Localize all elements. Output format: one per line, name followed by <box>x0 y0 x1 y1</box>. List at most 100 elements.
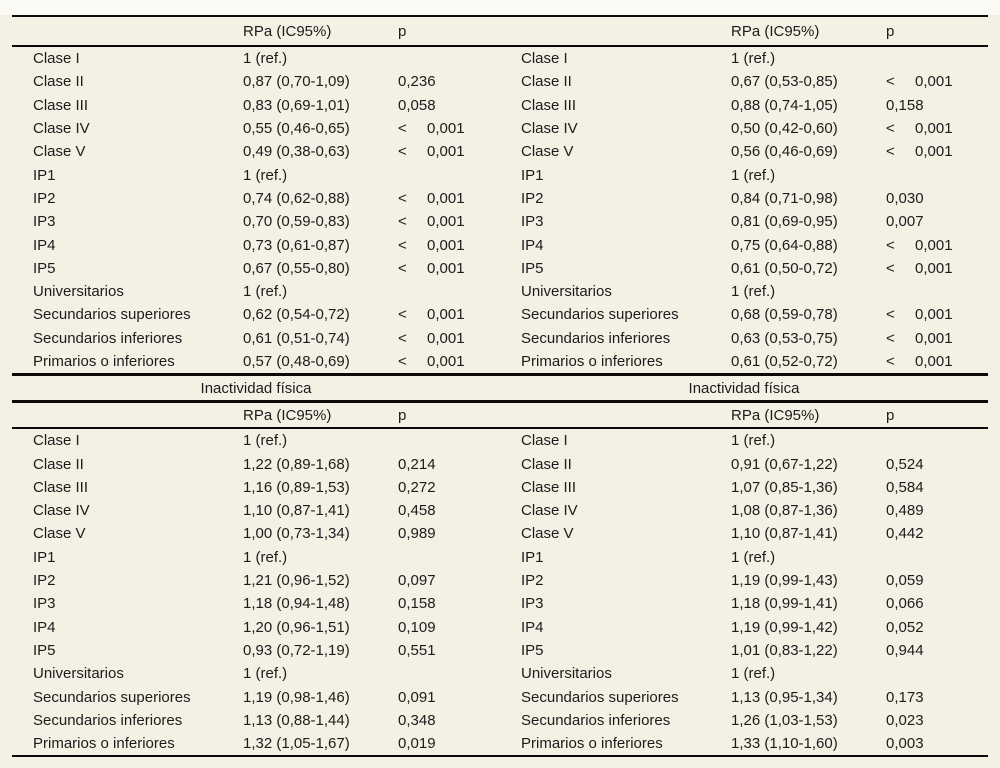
bottom-rule <box>12 755 988 758</box>
p-value: 0,348 <box>398 712 500 729</box>
p-number: 0,066 <box>886 595 924 613</box>
p-number: 0,001 <box>427 329 465 347</box>
table2-right-half: Secundarios superiores 1,13 (0,95-1,34) 0,… <box>500 689 988 706</box>
header-spacer <box>500 407 731 424</box>
rpa-value: 1 (ref.) <box>243 665 288 683</box>
table1-right-half: Clase V 0,56 (0,46-0,69) <0,001 <box>500 143 988 160</box>
p-value: 0,458 <box>398 502 500 519</box>
p-value: 0,272 <box>398 479 500 496</box>
rpa-column-header: RPa (IC95%) <box>243 22 332 40</box>
table1-right-half: Clase IV 0,50 (0,42-0,60) <0,001 <box>500 120 988 137</box>
less-than-sign: < <box>886 143 895 161</box>
p-value: 0,442 <box>886 525 988 542</box>
row-label: Clase V <box>521 143 574 161</box>
rpa-value: 1,32 (1,05-1,67) <box>243 735 350 753</box>
table1-right-half: IP4 0,75 (0,64-0,88) <0,001 <box>500 237 988 254</box>
rpa-value: 1 (ref.) <box>731 548 776 566</box>
row-label: IP2 <box>521 189 544 207</box>
table2-left-half: Clase IV 1,10 (0,87-1,41) 0,458 <box>12 502 500 519</box>
p-value: 0,003 <box>886 735 988 752</box>
table2-right-half: Secundarios inferiores 1,26 (1,03-1,53) 0,… <box>500 712 988 729</box>
row-label: Clase II <box>33 455 84 473</box>
table-row: Clase I 1 (ref.) Clase I 1 (ref.) <box>12 47 988 70</box>
table2-right-half: IP1 1 (ref.) <box>500 549 988 566</box>
rpa-value: 1,07 (0,85-1,36) <box>731 478 838 496</box>
table2-right-half: Universitarios 1 (ref.) <box>500 665 988 682</box>
p-number: 0,001 <box>915 236 953 254</box>
table-row: IP2 0,74 (0,62-0,88) <0,001 IP2 0,84 (0,71-0… <box>12 187 988 210</box>
less-than-sign: < <box>886 353 895 370</box>
p-value <box>886 283 988 300</box>
rpa-value: 0,91 (0,67-1,22) <box>731 455 838 473</box>
table1-body: Clase I 1 (ref.) Clase I 1 (ref.) Clase II 0,… <box>12 47 988 373</box>
row-label: IP5 <box>521 641 544 659</box>
table1-right-half: IP5 0,61 (0,50-0,72) <0,001 <box>500 260 988 277</box>
p-number: 0,001 <box>427 353 465 370</box>
p-value: 0,584 <box>886 479 988 496</box>
p-number: 0,001 <box>915 306 953 324</box>
row-label: Secundarios inferiores <box>521 711 671 729</box>
p-value: <0,001 <box>886 120 988 137</box>
row-label: Clase I <box>521 50 568 68</box>
rpa-value: 1,19 (0,99-1,43) <box>731 572 838 590</box>
table-row: IP1 1 (ref.) IP1 1 (ref.) <box>12 546 988 569</box>
rpa-value: 0,75 (0,64-0,88) <box>731 236 838 254</box>
table1-left-half: IP3 0,70 (0,59-0,83) <0,001 <box>12 213 500 230</box>
row-label: IP2 <box>33 189 56 207</box>
table-row: Secundarios superiores 1,19 (0,98-1,46) 0,… <box>12 685 988 708</box>
p-number: 0,052 <box>886 618 924 636</box>
row-label: IP1 <box>33 548 56 566</box>
rpa-value: 1 (ref.) <box>243 432 288 450</box>
p-number: 0,272 <box>398 478 436 496</box>
rpa-value: 1 (ref.) <box>731 665 776 683</box>
rpa-value: 0,83 (0,69-1,01) <box>243 96 350 114</box>
table-row: IP5 0,93 (0,72-1,19) 0,551 IP5 1,01 (0,83-1,… <box>12 639 988 662</box>
p-column-header: p <box>398 406 407 424</box>
rpa-value: 0,67 (0,53-0,85) <box>731 73 838 91</box>
table-row: Universitarios 1 (ref.) Universitarios 1 (r… <box>12 662 988 685</box>
rpa-value: 1,08 (0,87-1,36) <box>731 502 838 520</box>
table-row: Clase V 0,49 (0,38-0,63) <0,001 Clase V 0,56… <box>12 140 988 163</box>
rpa-value: 1 (ref.) <box>243 166 288 184</box>
less-than-sign: < <box>398 120 407 138</box>
row-label: IP1 <box>521 548 544 566</box>
p-value <box>398 665 500 682</box>
p-number: 0,173 <box>886 688 924 706</box>
table2-right-half: Clase IV 1,08 (0,87-1,36) 0,489 <box>500 502 988 519</box>
p-number: 0,097 <box>398 572 436 590</box>
p-number: 0,524 <box>886 455 924 473</box>
rpa-value: 0,57 (0,48-0,69) <box>243 353 350 370</box>
table2-right-half: IP3 1,18 (0,99-1,41) 0,066 <box>500 595 988 612</box>
section-title-right: Inactividad física <box>688 379 800 397</box>
row-label: IP5 <box>33 641 56 659</box>
table2-left-half: IP4 1,20 (0,96-1,51) 0,109 <box>12 619 500 636</box>
row-label: Secundarios superiores <box>33 306 191 324</box>
rpa-value: 0,70 (0,59-0,83) <box>243 213 350 231</box>
row-label: IP3 <box>33 213 56 231</box>
rpa-value: 0,84 (0,71-0,98) <box>731 189 838 207</box>
p-value: 0,058 <box>398 97 500 114</box>
row-label: Clase III <box>33 478 89 496</box>
rpa-value: 0,93 (0,72-1,19) <box>243 641 350 659</box>
rpa-column-header: RPa (IC95%) <box>243 406 332 424</box>
p-number: 0,158 <box>398 595 436 613</box>
p-value: 0,091 <box>398 689 500 706</box>
p-number: 0,003 <box>886 735 924 753</box>
less-than-sign: < <box>398 189 407 207</box>
rpa-value: 1 (ref.) <box>243 283 288 301</box>
rpa-value: 1,01 (0,83-1,22) <box>731 641 838 659</box>
p-value: <0,001 <box>886 143 988 160</box>
rpa-value: 1 (ref.) <box>731 166 776 184</box>
less-than-sign: < <box>886 329 895 347</box>
rpa-column-header: RPa (IC95%) <box>731 406 820 424</box>
row-label: Clase I <box>33 50 80 68</box>
table1-right-half: Clase II 0,67 (0,53-0,85) <0,001 <box>500 73 988 90</box>
table1-left-half: IP1 1 (ref.) <box>12 167 500 184</box>
rpa-value: 1 (ref.) <box>243 548 288 566</box>
p-value: 0,023 <box>886 712 988 729</box>
table2-right-half: Clase I 1 (ref.) <box>500 432 988 449</box>
row-label: Universitarios <box>33 665 124 683</box>
p-value: 0,551 <box>398 642 500 659</box>
table-row: Clase V 1,00 (0,73-1,34) 0,989 Clase V 1,10 … <box>12 522 988 545</box>
p-value <box>886 167 988 184</box>
